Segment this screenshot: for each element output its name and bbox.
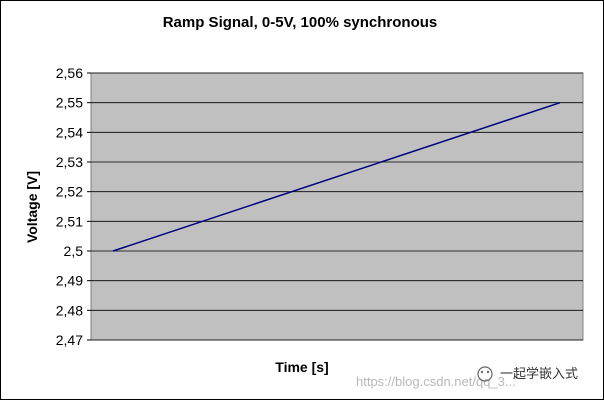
- chart-title: Ramp Signal, 0-5V, 100% synchronous: [163, 14, 438, 31]
- y-tick-label: 2,52: [56, 184, 83, 200]
- watermark-url: https://blog.csdn.net/qq_3...: [356, 374, 516, 389]
- watermark: https://blog.csdn.net/qq_3... 一起学嵌入式: [356, 366, 578, 389]
- y-tick-label: 2,56: [56, 65, 83, 81]
- y-tick-label: 2,49: [56, 273, 83, 289]
- y-tick-label: 2,5: [64, 243, 84, 259]
- y-axis-label: Voltage [V]: [24, 171, 40, 243]
- series-line: [112, 101, 561, 252]
- y-tick-label: 2,47: [56, 332, 83, 348]
- y-tick-label: 2,54: [56, 124, 83, 140]
- series-layer: [112, 101, 561, 252]
- y-tick-label: 2,55: [56, 95, 83, 111]
- y-tick-label: 2,51: [56, 213, 83, 229]
- gridlines: [91, 72, 583, 341]
- wechat-icon: [477, 366, 493, 382]
- plot-area: [90, 72, 584, 341]
- y-tick-label: 2,53: [56, 154, 83, 170]
- watermark-brand: 一起学嵌入式: [500, 366, 578, 382]
- x-axis-label: Time [s]: [275, 359, 328, 375]
- y-axis-ticks: 2,47 2,48 2,49 2,5 2,51 2,52 2,53 2,54 2,55 2,56: [56, 65, 91, 348]
- y-tick-label: 2,48: [56, 302, 83, 318]
